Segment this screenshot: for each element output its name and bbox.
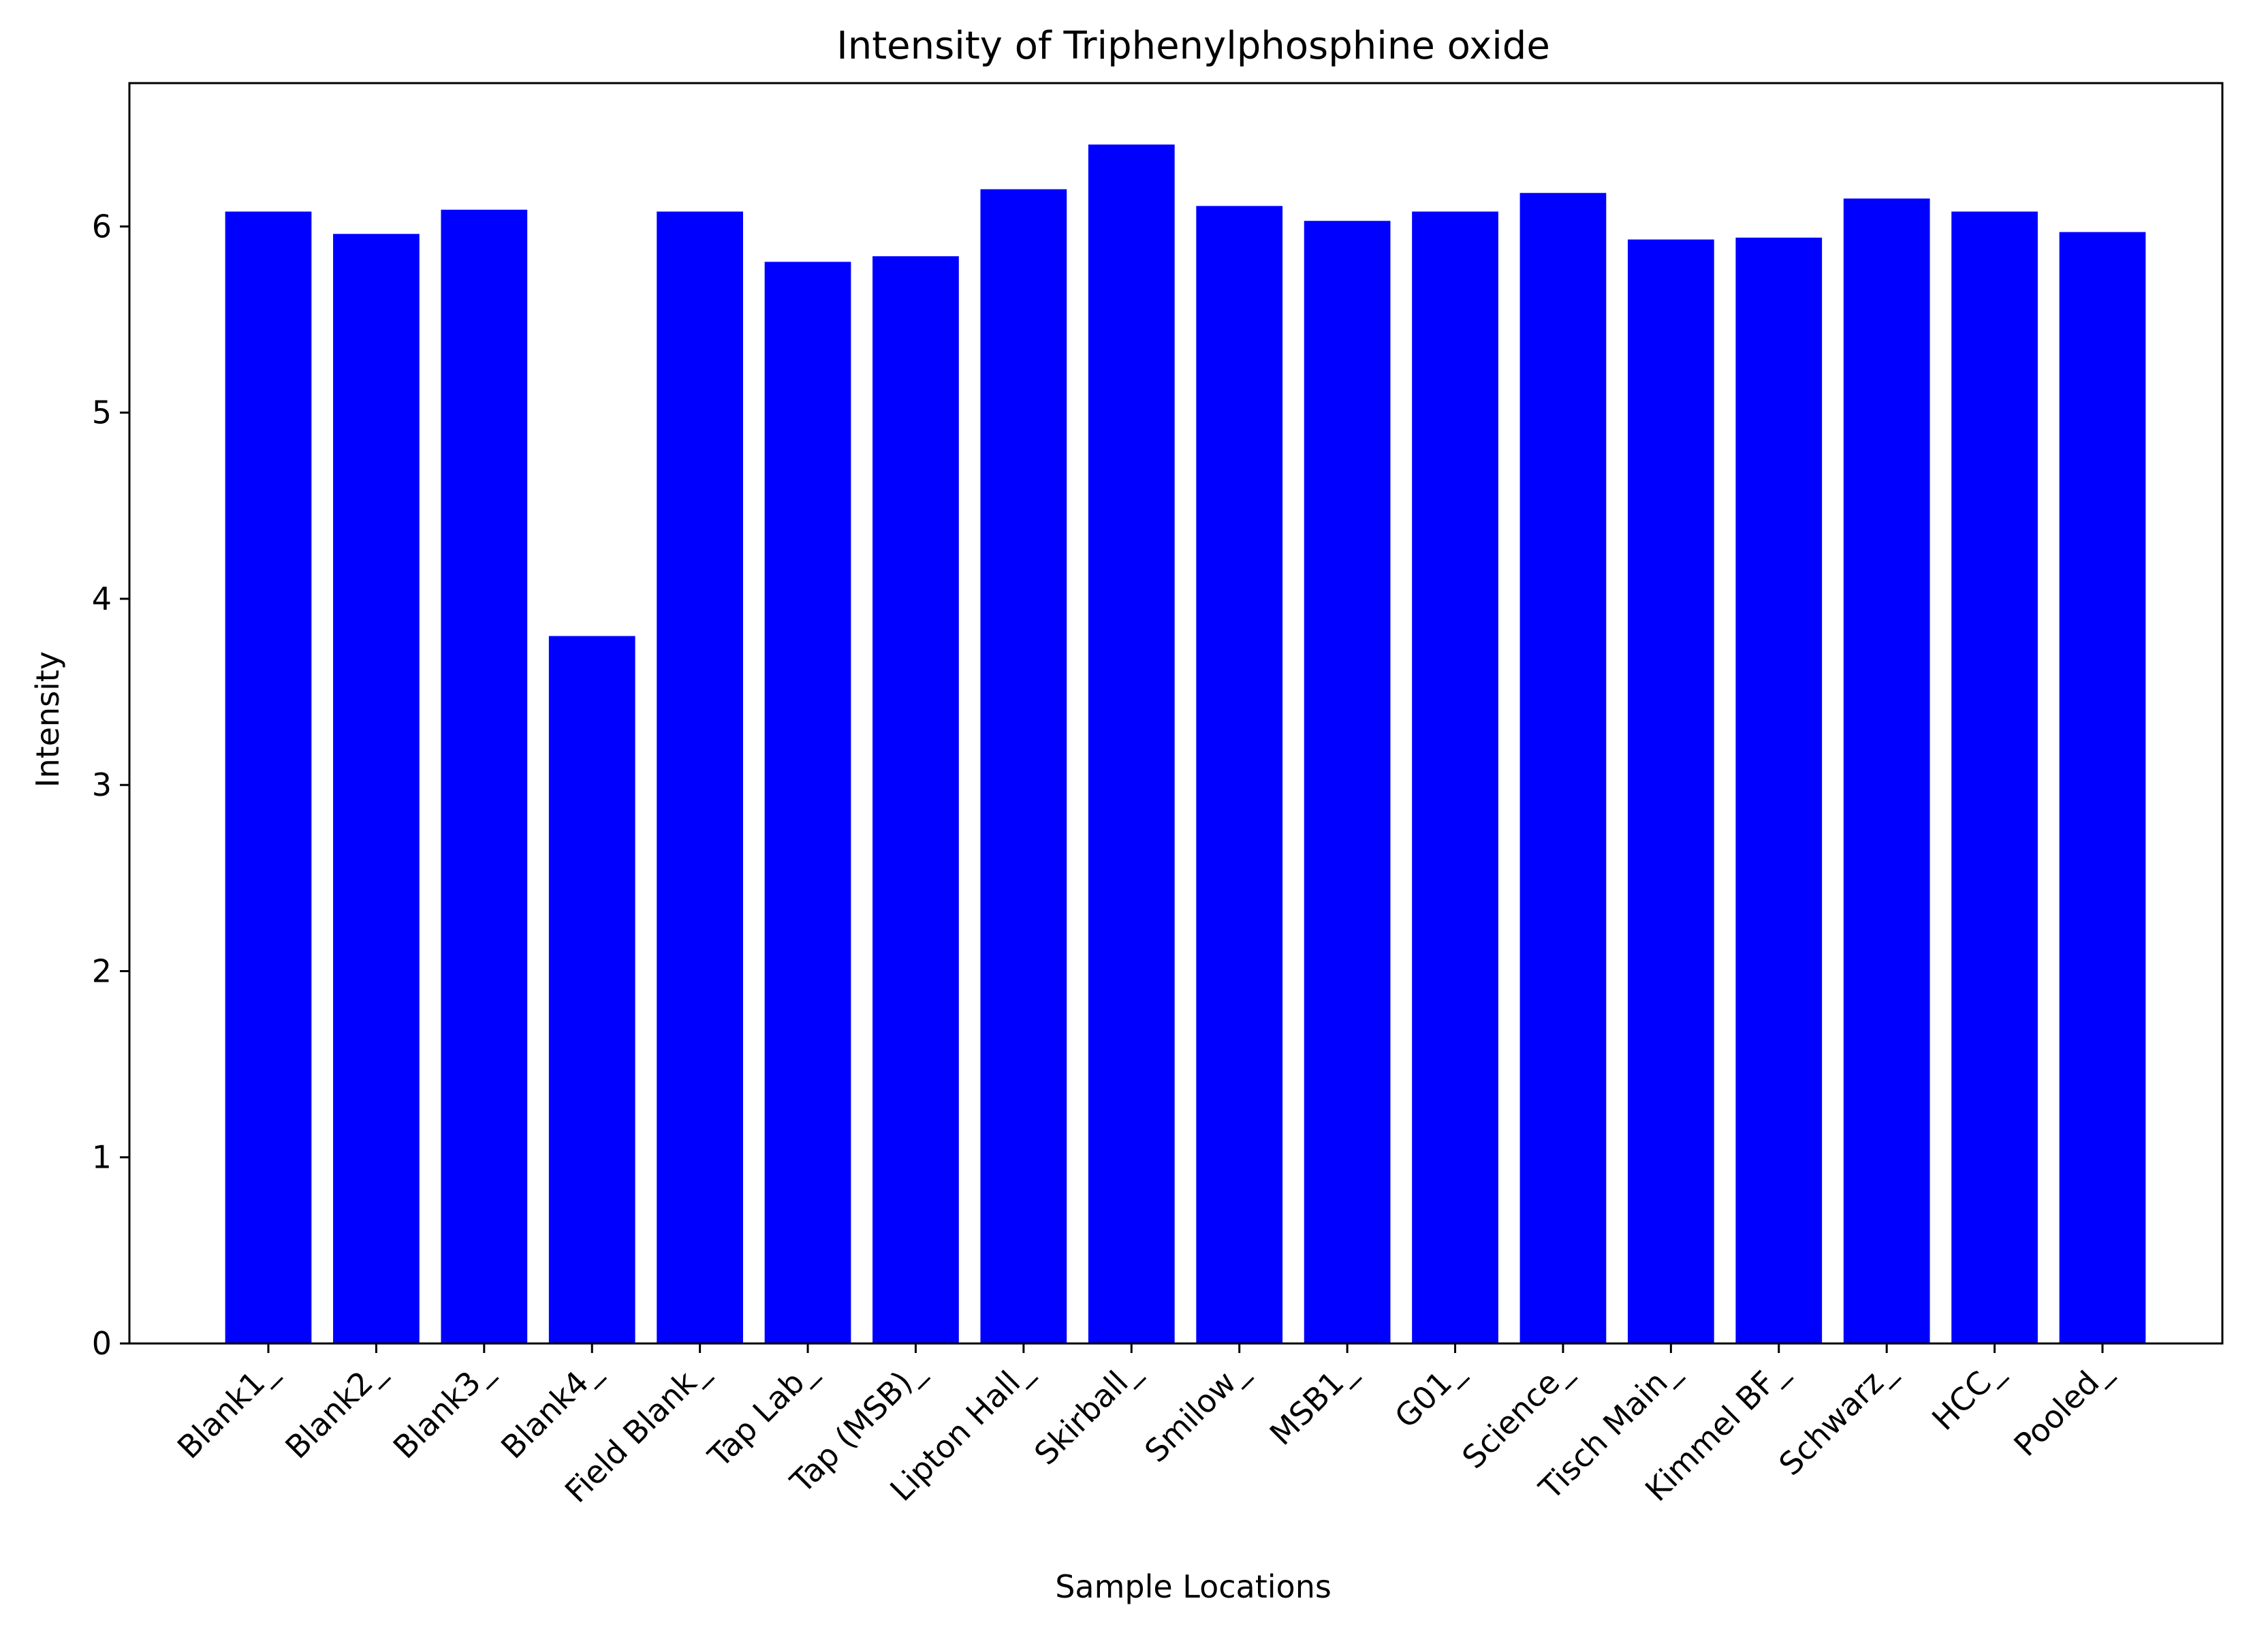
bar <box>2059 232 2146 1343</box>
chart-title: Intensity of Triphenylphosphine oxide <box>836 24 1550 68</box>
bar <box>1735 237 1823 1343</box>
bar <box>225 211 312 1343</box>
bar <box>1519 193 1607 1344</box>
bar <box>980 189 1067 1343</box>
x-tick-label: MSB1_ <box>1263 1352 1363 1452</box>
x-tick-label: Blank3_ <box>386 1352 500 1466</box>
x-tick-label: Smilow_ <box>1137 1352 1255 1469</box>
y-tick-label: 1 <box>92 1139 112 1176</box>
y-tick-label: 4 <box>92 580 112 617</box>
x-axis-ticks: Blank1_Blank2_Blank3_Blank4_Field Blank_… <box>170 1343 2117 1510</box>
x-tick-label: Blank4_ <box>494 1352 608 1466</box>
bar <box>764 262 851 1343</box>
bar <box>441 209 528 1343</box>
x-tick-label: Schwarz_ <box>1771 1352 1902 1482</box>
bars-group <box>225 144 2146 1344</box>
y-axis-ticks: 0 1 2 3 4 5 6 <box>92 208 129 1362</box>
bar <box>1412 211 1498 1343</box>
bar <box>1951 211 2038 1343</box>
x-axis-label: Sample Locations <box>1055 1568 1332 1605</box>
bar <box>548 636 635 1344</box>
x-tick-label: Pooled_ <box>2006 1352 2117 1463</box>
x-tick-label: Skirball_ <box>1027 1352 1147 1472</box>
y-tick-label: 3 <box>92 766 112 803</box>
y-tick-label: 5 <box>92 394 112 431</box>
bar <box>1088 144 1175 1343</box>
y-tick-label: 0 <box>92 1325 112 1362</box>
bar <box>1304 221 1391 1343</box>
bar <box>1627 239 1714 1343</box>
y-tick-label: 6 <box>92 208 112 245</box>
plot-frame <box>128 82 2224 1345</box>
bar <box>872 256 959 1344</box>
bar <box>1843 198 1930 1343</box>
x-tick-label: G01_ <box>1387 1352 1470 1435</box>
y-axis-label: Intensity <box>29 651 66 788</box>
x-tick-label: Blank1_ <box>170 1352 284 1466</box>
bar <box>1196 206 1283 1343</box>
x-tick-label: HCC_ <box>1925 1352 2010 1437</box>
bar <box>333 234 420 1343</box>
y-tick-label: 2 <box>92 952 112 989</box>
x-tick-label: Blank2_ <box>278 1352 392 1466</box>
bar <box>657 211 744 1343</box>
